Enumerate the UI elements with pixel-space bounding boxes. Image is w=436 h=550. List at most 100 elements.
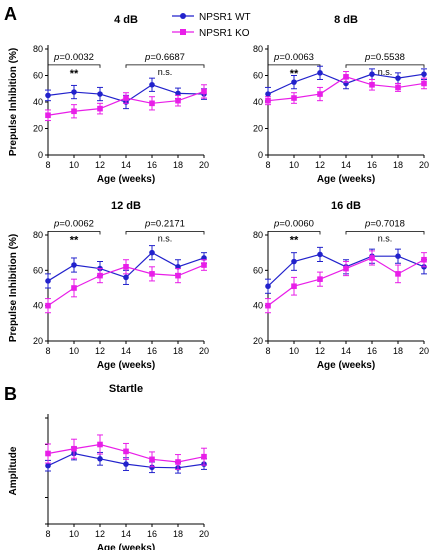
- data-point: [71, 285, 77, 291]
- x-tick-label: 8: [45, 346, 50, 356]
- y-tick-label: 40: [253, 97, 263, 107]
- x-tick-label: 14: [341, 160, 351, 170]
- significance-bracket: p=0.0060 **: [267, 218, 321, 246]
- data-point: [317, 276, 323, 282]
- y-tick-label: 20: [33, 124, 43, 134]
- significance-bracket: p=0.0062 **: [47, 218, 101, 246]
- data-point: [123, 95, 129, 101]
- data-point: [149, 464, 155, 471]
- p-value-label: p=0.5538: [364, 52, 405, 63]
- data-point: [175, 459, 181, 465]
- bracket-line: [47, 231, 101, 235]
- x-tick-label: 12: [315, 160, 325, 170]
- data-point: [201, 453, 207, 460]
- data-point: [421, 71, 427, 77]
- data-point: [45, 278, 51, 284]
- x-tick-label: 14: [121, 529, 131, 539]
- x-tick-label: 20: [419, 160, 429, 170]
- data-point: [421, 256, 427, 263]
- y-axis-label: Amplitude: [8, 446, 19, 495]
- data-point: [265, 97, 271, 104]
- y-axis-label: Prepulse Inhibition (%): [8, 48, 19, 156]
- significance-bracket: p=0.0032 **: [47, 52, 101, 80]
- data-point: [45, 92, 51, 99]
- y-tick-label: 0: [38, 150, 43, 160]
- data-point: [175, 272, 181, 279]
- significance-bracket: p=0.6687 n.s.: [125, 52, 205, 77]
- p-value-label: p=0.0062: [53, 218, 94, 229]
- panel-label-b: B: [4, 384, 17, 404]
- data-point: [291, 79, 297, 85]
- series-ko: [45, 434, 207, 470]
- data-point: [291, 95, 297, 101]
- significance-label: **: [70, 234, 79, 246]
- data-point: [149, 100, 155, 107]
- x-tick-label: 18: [173, 346, 183, 356]
- data-point: [71, 262, 77, 268]
- significance-label: **: [290, 234, 299, 246]
- chart-1: 4 dB 0 20 40 60 80 8 10 12 14 16 18 20 Age (weeks) Pre…: [8, 14, 209, 185]
- data-point: [71, 445, 77, 452]
- data-point: [97, 91, 103, 97]
- x-tick-label: 10: [289, 160, 299, 170]
- x-tick-label: 20: [419, 346, 429, 356]
- bracket-line: [125, 64, 205, 68]
- chart-4: 16 dB 20 40 60 80 8 10 12 14 16 18 20 Age (weeks) p=0…: [253, 200, 429, 371]
- p-value-label: p=0.0063: [273, 52, 314, 63]
- significance-label: **: [70, 68, 79, 80]
- series-ko: [265, 71, 427, 106]
- y-tick-label: 80: [33, 230, 43, 240]
- legend-ko-label: NPSR1 KO: [199, 28, 250, 39]
- chart-2: 8 dB 0 20 40 60 80 8 10 12 14 16 18 20 Age (weeks) p=0…: [253, 14, 429, 185]
- chart-title: 16 dB: [331, 200, 361, 212]
- significance-bracket: p=0.5538 n.s.: [345, 52, 425, 77]
- bracket-line: [267, 231, 321, 235]
- y-tick-label: 60: [253, 71, 263, 81]
- data-point: [265, 91, 271, 97]
- x-tick-label: 18: [173, 529, 183, 539]
- data-point: [71, 108, 77, 115]
- bracket-line: [345, 64, 425, 68]
- y-tick-label: 60: [33, 265, 43, 275]
- bracket-line: [125, 231, 205, 235]
- data-point: [45, 450, 51, 457]
- x-tick-label: 8: [265, 160, 270, 170]
- data-point: [123, 448, 129, 455]
- significance-label: n.s.: [158, 233, 173, 243]
- x-tick-label: 20: [199, 529, 209, 539]
- data-point: [395, 271, 401, 277]
- x-tick-label: 16: [147, 529, 157, 539]
- data-point: [45, 302, 51, 309]
- chart-title: Startle: [109, 383, 143, 395]
- x-tick-label: 10: [69, 529, 79, 539]
- chart-title: 4 dB: [114, 14, 138, 26]
- chart-5: Startle 8 10 12 14 16 18 20 Age (weeks) Amplitude: [8, 383, 209, 550]
- bracket-line: [345, 231, 425, 235]
- data-point: [395, 75, 401, 81]
- x-tick-label: 14: [121, 346, 131, 356]
- x-tick-label: 14: [341, 346, 351, 356]
- legend-item-ko: NPSR1 KO: [172, 28, 250, 39]
- y-tick-label: 60: [253, 265, 263, 275]
- data-point: [123, 264, 129, 270]
- significance-label: n.s.: [158, 67, 173, 77]
- p-value-label: p=0.2171: [144, 218, 185, 229]
- data-point: [421, 80, 427, 87]
- x-tick-label: 8: [265, 346, 270, 356]
- x-tick-label: 18: [393, 160, 403, 170]
- data-point: [317, 251, 323, 258]
- series-ko: [265, 250, 427, 314]
- data-point: [123, 274, 129, 281]
- series-ko: [45, 84, 207, 122]
- data-point: [97, 105, 103, 112]
- legend-wt-label: NPSR1 WT: [199, 12, 251, 23]
- x-axis-label: Age (weeks): [97, 174, 155, 185]
- data-point: [369, 71, 375, 77]
- chart-title: 12 dB: [111, 200, 141, 212]
- data-point: [45, 112, 51, 119]
- data-point: [149, 456, 155, 463]
- significance-label: n.s.: [378, 67, 393, 77]
- data-point: [291, 258, 297, 265]
- x-axis-label: Age (weeks): [317, 174, 375, 185]
